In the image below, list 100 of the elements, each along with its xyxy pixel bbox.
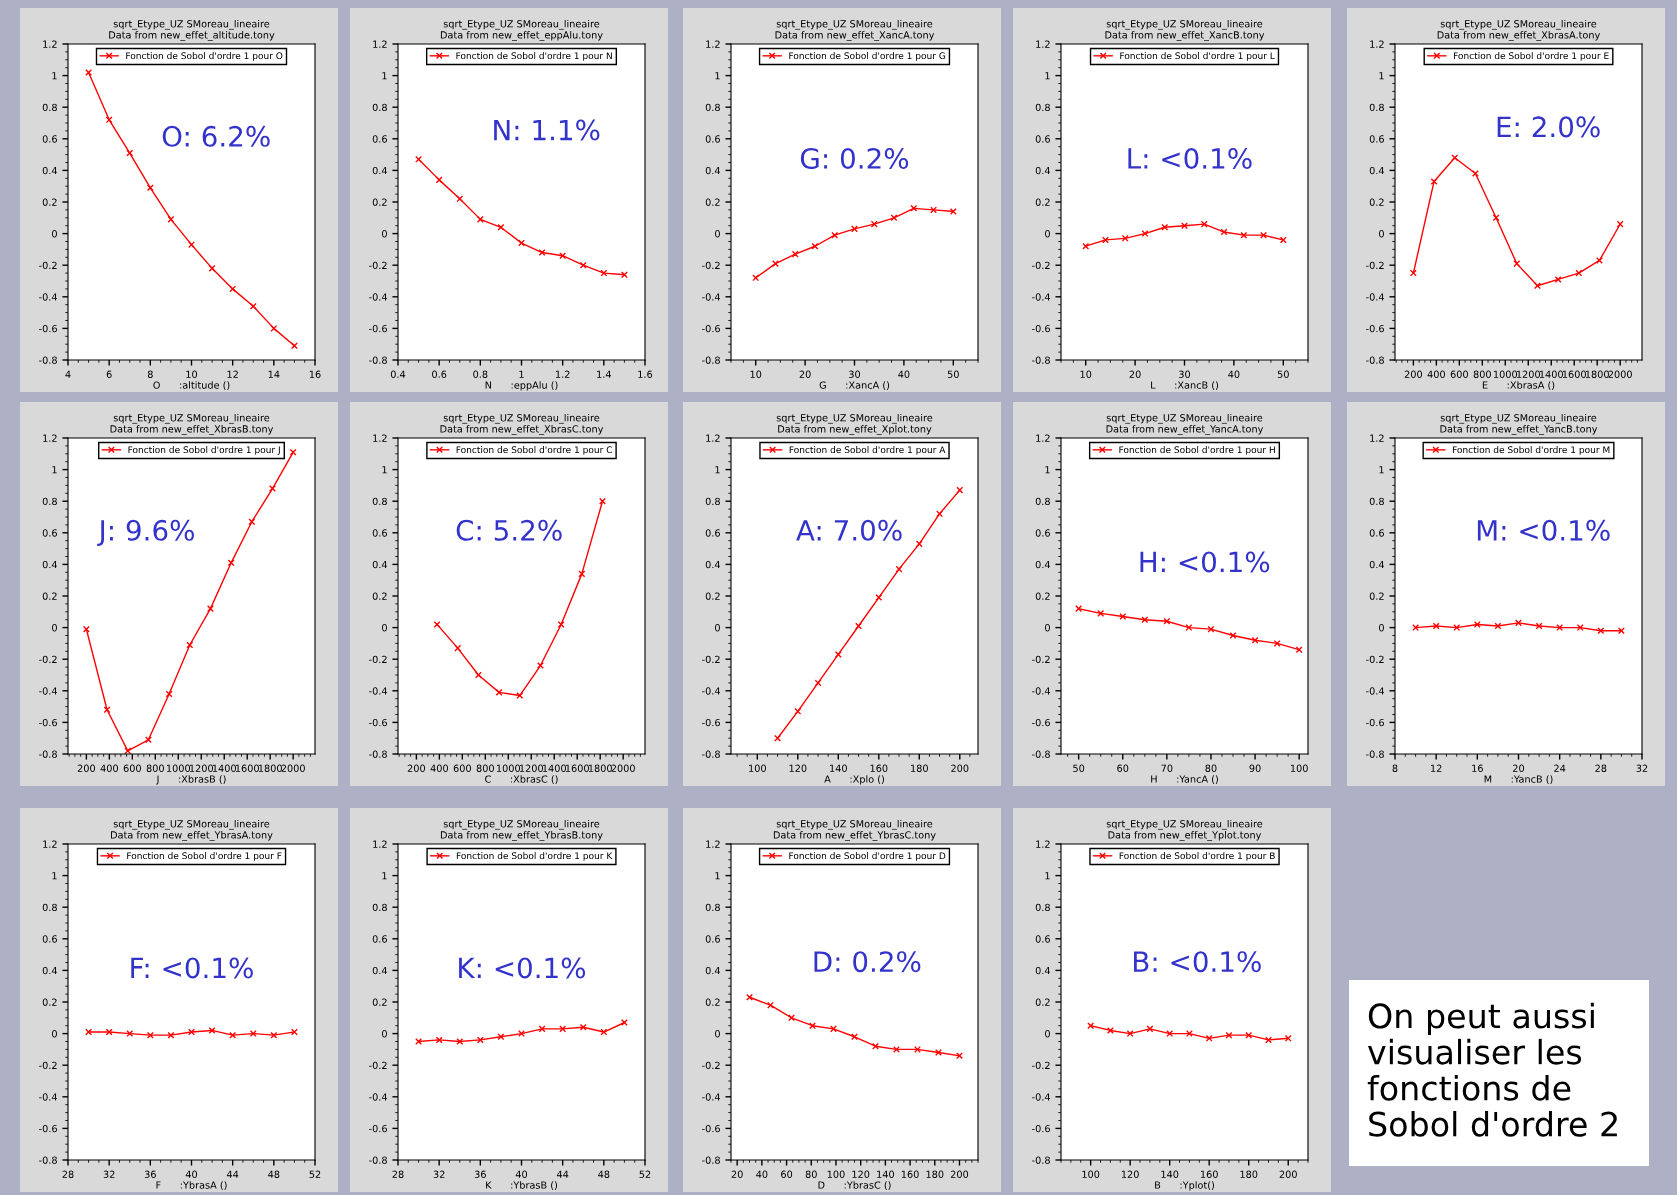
x-axis-title: B :Yplot() [1155,1181,1214,1191]
y-tick-label: 0.4 [705,166,721,175]
y-tick-label: -0.4 [369,293,388,301]
x-tick-label: 1400 [1539,370,1563,378]
y-tick-label: -0.8 [1032,750,1050,758]
x-tick-label: 60 [1117,764,1129,772]
legend-label: Fonction de Sobol d'ordre 1 pour B [1119,852,1275,861]
y-tick-label: 0.8 [705,903,720,912]
x-tick-label: 32 [103,1170,115,1178]
y-tick-label: 0.6 [42,529,57,537]
x-tick-label: 10 [750,370,762,378]
chart-title: sqrt_Etype_UZ SMoreau_lineaire [1106,413,1263,424]
y-tick-label: 0.6 [705,529,720,537]
x-tick-label: 20 [731,1170,743,1178]
y-tick-label: -0.4 [369,1093,388,1101]
x-tick-label: 48 [268,1170,280,1178]
y-tick-label: 0.4 [1035,560,1051,569]
x-tick-label: 160 [870,764,888,772]
x-axis-title: L :XancB () [1151,381,1219,390]
y-tick-label: 0.4 [42,966,58,975]
chart-subtitle: Data from new_effet_eppAlu.tony [440,31,603,41]
y-tick-label: 0 [1379,230,1384,238]
chart-title: sqrt_Etype_UZ SMoreau_lineaire [443,819,600,830]
y-tick-label: -0.2 [39,261,57,270]
x-tick-label: 40 [756,1170,768,1178]
x-tick-label: 16 [309,370,321,378]
y-tick-label: 1 [715,872,720,880]
x-tick-label: 80 [805,1170,817,1178]
x-tick-label: 200 [1279,1170,1297,1178]
chart-title: sqrt_Etype_UZ SMoreau_lineaire [443,413,600,424]
chart-subtitle: Data from new_effet_XbrasA.tony [1437,31,1600,41]
x-tick-label: 12 [1431,764,1442,772]
y-tick-label: 0 [52,230,57,238]
y-tick-label: -0.2 [1032,655,1050,664]
annotation: H: <0.1% [1140,551,1270,573]
y-tick-label: 0 [1045,624,1050,632]
y-tick-label: 0.6 [1035,529,1050,537]
y-tick-label: 0.6 [1369,529,1384,537]
x-tick-label: 180 [1240,1170,1258,1178]
y-tick-label: 0.8 [705,497,720,506]
x-tick-label: 600 [453,764,471,772]
x-tick-label: 28 [392,1170,404,1178]
x-tick-label: 1600 [235,764,259,772]
x-tick-label: 1800 [258,764,282,772]
chart-subtitle: Data from new_effet_Xplot.tony [778,425,932,435]
y-tick-label: -0.6 [39,718,57,727]
chart-subtitle: Data from new_effet_YbrasB.tony [440,831,603,841]
legend-label: Fonction de Sobol d'ordre 1 pour J [128,446,280,455]
y-tick-label: -0.8 [702,750,720,758]
y-tick-label: -0.6 [369,324,387,333]
chart-title: sqrt_Etype_UZ SMoreau_lineaire [1440,19,1597,30]
y-tick-label: 0.6 [372,135,387,143]
y-tick-label: 1 [1045,72,1050,80]
y-tick-label: 0 [1379,624,1384,632]
x-tick-label: 8 [1392,764,1398,772]
x-tick-label: 600 [123,764,141,772]
x-tick-label: 70 [1161,764,1173,772]
y-tick-label: -0.4 [702,1093,721,1101]
x-tick-label: 1600 [565,764,589,772]
x-axis-title: J :XbrasB () [156,775,226,785]
chart-title: sqrt_Etype_UZ SMoreau_lineaire [776,413,933,424]
x-tick-label: 12 [227,370,238,378]
y-tick-label: 1 [52,872,57,880]
legend-label: Fonction de Sobol d'ordre 1 pour G [789,52,946,61]
y-tick-label: 1 [382,872,387,880]
y-tick-label: 0.6 [372,935,387,943]
y-tick-label: 0 [382,230,387,238]
y-tick-label: -0.2 [1032,1061,1050,1070]
y-tick-label: 0.8 [1035,103,1050,112]
x-tick-label: 0.6 [432,370,447,378]
y-tick-label: -0.2 [1366,261,1384,270]
x-tick-label: 36 [144,1170,156,1178]
y-tick-label: -0.6 [702,718,720,727]
y-tick-label: -0.6 [39,1124,57,1133]
legend-label: Fonction de Sobol d'ordre 1 pour O [126,52,283,61]
y-tick-label: 0.2 [1369,198,1384,206]
y-tick-label: -0.4 [1032,687,1051,695]
x-tick-label: 30 [849,370,861,378]
y-tick-label: 0.4 [42,560,58,569]
y-tick-label: -0.6 [1366,324,1384,333]
y-tick-label: 0.2 [705,198,720,206]
chart-subtitle: Data from new_effet_XbrasC.tony [440,425,604,435]
y-tick-label: 1 [715,466,720,474]
chart-title: sqrt_Etype_UZ SMoreau_lineaire [1106,19,1263,30]
y-tick-label: 0.6 [705,935,720,943]
chart-subtitle: Data from new_effet_YancB.tony [1440,425,1598,435]
y-tick-label: 0.4 [42,166,58,175]
x-tick-label: 50 [1073,764,1085,772]
y-tick-label: -0.2 [369,261,387,270]
x-tick-label: 120 [789,764,807,772]
x-tick-label: 100 [827,1170,845,1178]
y-tick-label: -0.8 [39,750,57,758]
legend-label: Fonction de Sobol d'ordre 1 pour E [1453,52,1609,61]
x-tick-label: 40 [1228,370,1240,378]
y-tick-label: 0 [52,624,57,632]
y-tick-label: 0 [715,1030,720,1038]
y-tick-label: -0.4 [1366,687,1385,695]
y-tick-label: 0.2 [1035,998,1050,1006]
y-tick-label: 0.8 [372,497,387,506]
y-tick-label: 1.2 [706,434,720,442]
